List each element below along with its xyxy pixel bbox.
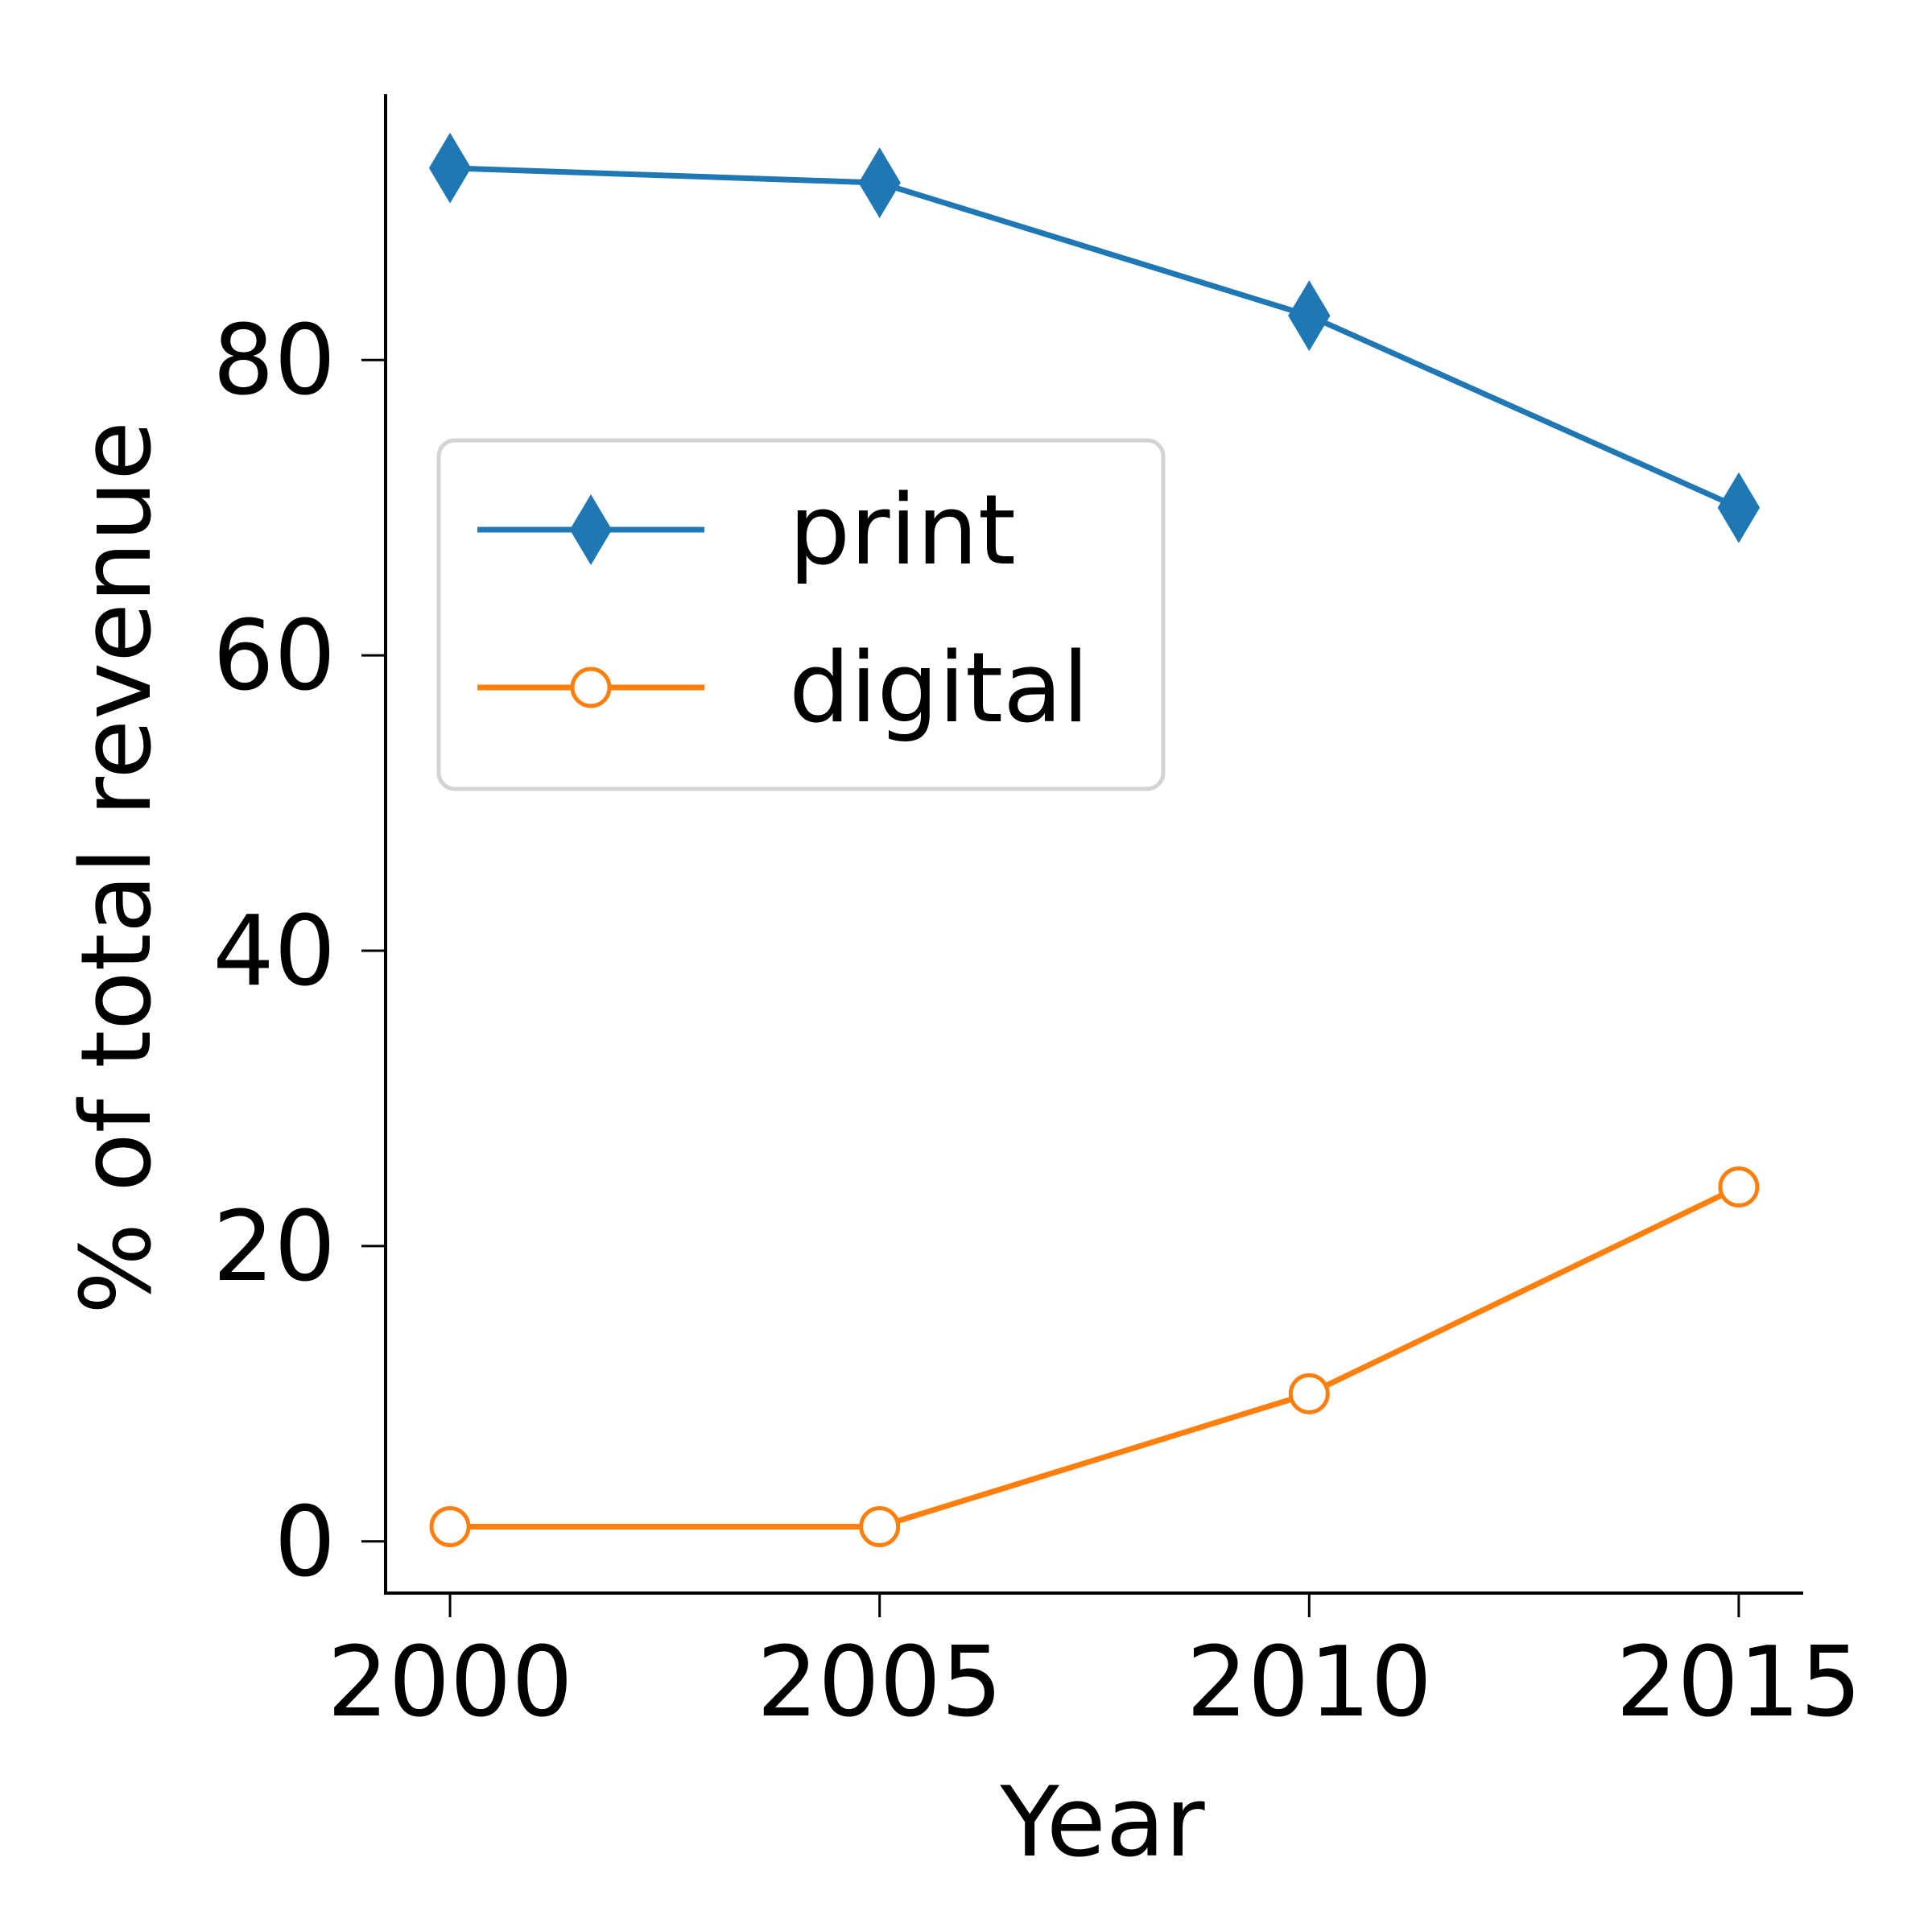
series-line-digital	[450, 1184, 1740, 1530]
y-tick-label: 0	[275, 1487, 336, 1599]
y-tick-label: 80	[213, 305, 336, 417]
legend-label: digital	[789, 633, 1089, 745]
data-point-digital	[1718, 1166, 1760, 1208]
ticks: 2000 2005 2010 2015 0 20 40 60 80	[213, 305, 1861, 1739]
data-point-digital	[1288, 1373, 1330, 1414]
y-axis-title: % of total revenue	[61, 421, 173, 1315]
legend-swatch-marker	[570, 667, 612, 708]
data-point-print	[1717, 472, 1761, 543]
data-point-digital	[429, 1505, 471, 1547]
y-tick-label: 60	[213, 601, 336, 712]
x-tick-label: 2000	[327, 1627, 572, 1739]
x-tick-label: 2005	[757, 1627, 1002, 1739]
y-tick-label: 20	[213, 1191, 336, 1303]
legend-label: print	[789, 475, 1016, 587]
series-layer	[428, 132, 1761, 1547]
legend-item-digital: digital	[477, 633, 1089, 745]
axes	[384, 94, 1803, 1595]
data-point-print	[1288, 280, 1331, 352]
legend-item-print: print	[477, 475, 1016, 587]
series-digital	[429, 1166, 1760, 1547]
series-line-print	[449, 165, 1740, 510]
x-axis-title: Year	[999, 1767, 1205, 1879]
series-print	[428, 132, 1761, 543]
data-point-digital	[859, 1505, 901, 1547]
legend: print digital	[436, 438, 1166, 791]
data-point-print	[858, 147, 901, 219]
data-point-print	[428, 132, 472, 204]
y-tick-label: 40	[213, 896, 336, 1008]
x-tick-label: 2010	[1187, 1627, 1432, 1739]
legend-swatch-marker	[569, 494, 613, 565]
x-tick-label: 2015	[1616, 1627, 1861, 1739]
